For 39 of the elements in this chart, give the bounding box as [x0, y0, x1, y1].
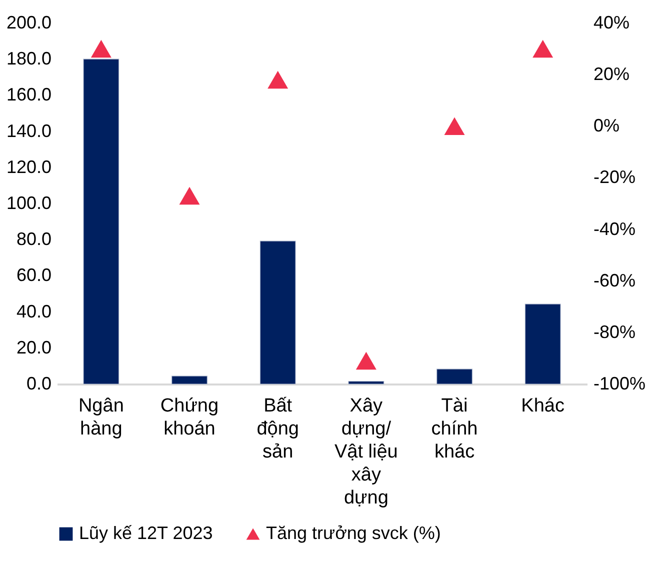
bar — [524, 304, 561, 384]
y-tick-label: 200.0 — [6, 12, 52, 32]
x-tick-label: Tài chính khác — [431, 396, 478, 462]
bar — [172, 376, 208, 384]
point — [444, 117, 465, 136]
y2-tick-label: 40% — [594, 12, 630, 32]
point — [268, 70, 288, 89]
x-tick-label: Xây dựng/ Vật liệu xây dựng — [334, 396, 398, 508]
y-tick-label: 40.0 — [16, 301, 52, 322]
y2-tick-label: 20% — [594, 64, 630, 84]
y-tick-label: 100.0 — [6, 193, 52, 213]
y-tick-label: 140.0 — [6, 120, 52, 141]
y2-tick-label: -20% — [594, 167, 636, 188]
y-tick-label: 0.0 — [26, 374, 52, 394]
point — [356, 352, 376, 370]
point — [90, 40, 112, 58]
bar — [83, 58, 120, 384]
y2-tick-label: -40% — [594, 218, 636, 239]
y-tick-label: 60.0 — [16, 265, 52, 286]
point — [179, 186, 200, 205]
x-tick-label: Bất động sản — [256, 396, 299, 462]
x-tick-label: Khác — [521, 396, 564, 416]
x-tick-label: Chứng khoán — [160, 396, 219, 440]
y-tick-label: 160.0 — [6, 84, 52, 105]
y2-tick-label: -80% — [594, 322, 636, 342]
y2-tick-label: -60% — [594, 270, 636, 290]
y-tick-label: 80.0 — [16, 229, 52, 250]
y-tick-label: 20.0 — [16, 337, 52, 358]
y-tick-label: 180.0 — [6, 48, 52, 69]
point — [532, 40, 554, 58]
legend-label: Tăng trưởng svck (%) — [266, 523, 441, 543]
y2-tick-label: 0% — [594, 116, 620, 136]
bar — [260, 240, 296, 384]
bar — [436, 368, 472, 384]
bar — [348, 380, 384, 384]
y-tick-label: 120.0 — [6, 156, 52, 177]
legend-label: Lũy kế 12T 2023 — [79, 523, 213, 543]
y2-tick-label: -100% — [594, 374, 646, 394]
x-tick-label: Ngân hàng — [78, 396, 124, 440]
